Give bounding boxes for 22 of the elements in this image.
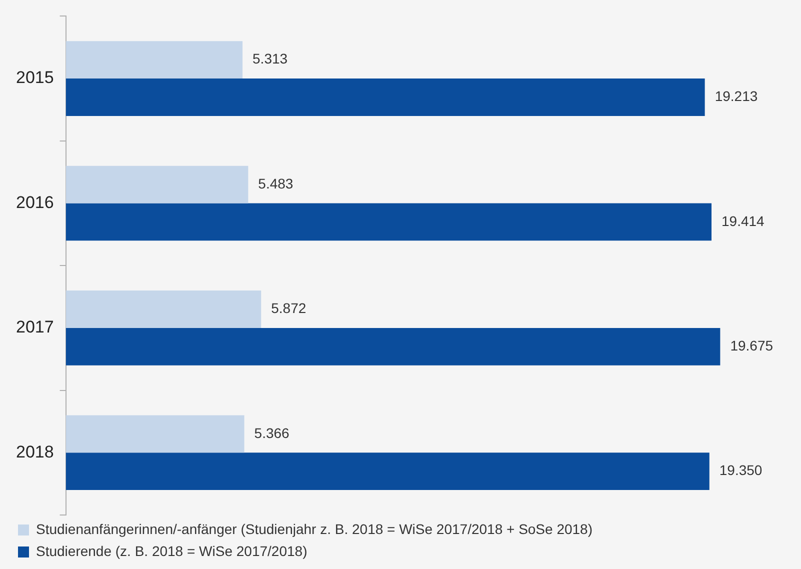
data-label: 5.483 (258, 175, 294, 192)
bar (66, 328, 720, 366)
y-tick-label: 2018 (16, 442, 54, 462)
bar (66, 78, 705, 116)
legend-label: Studienanfängerinnen/-anfänger (Studienjahr z. B. 2018 = WiSe 2017/2018 + SoSe 2018) (36, 520, 593, 537)
data-label: 5.872 (271, 300, 306, 316)
bar (66, 290, 262, 328)
y-tick-label: 2016 (16, 192, 54, 212)
data-label: 19.414 (722, 212, 765, 229)
bar (66, 203, 712, 241)
data-label: 19.675 (730, 338, 774, 354)
data-label: 19.350 (719, 462, 762, 478)
y-tick-label: 2015 (16, 68, 54, 88)
data-label: 5.313 (252, 50, 288, 67)
bar (66, 41, 243, 79)
bar (66, 415, 244, 453)
legend-label: Studierende (z. B. 2018 = WiSe 2017/2018) (36, 542, 308, 559)
data-label: 5.366 (254, 424, 290, 441)
data-label: 19.213 (714, 88, 758, 104)
bar (66, 452, 710, 490)
y-tick-label: 2017 (16, 318, 54, 337)
bar (66, 166, 248, 204)
